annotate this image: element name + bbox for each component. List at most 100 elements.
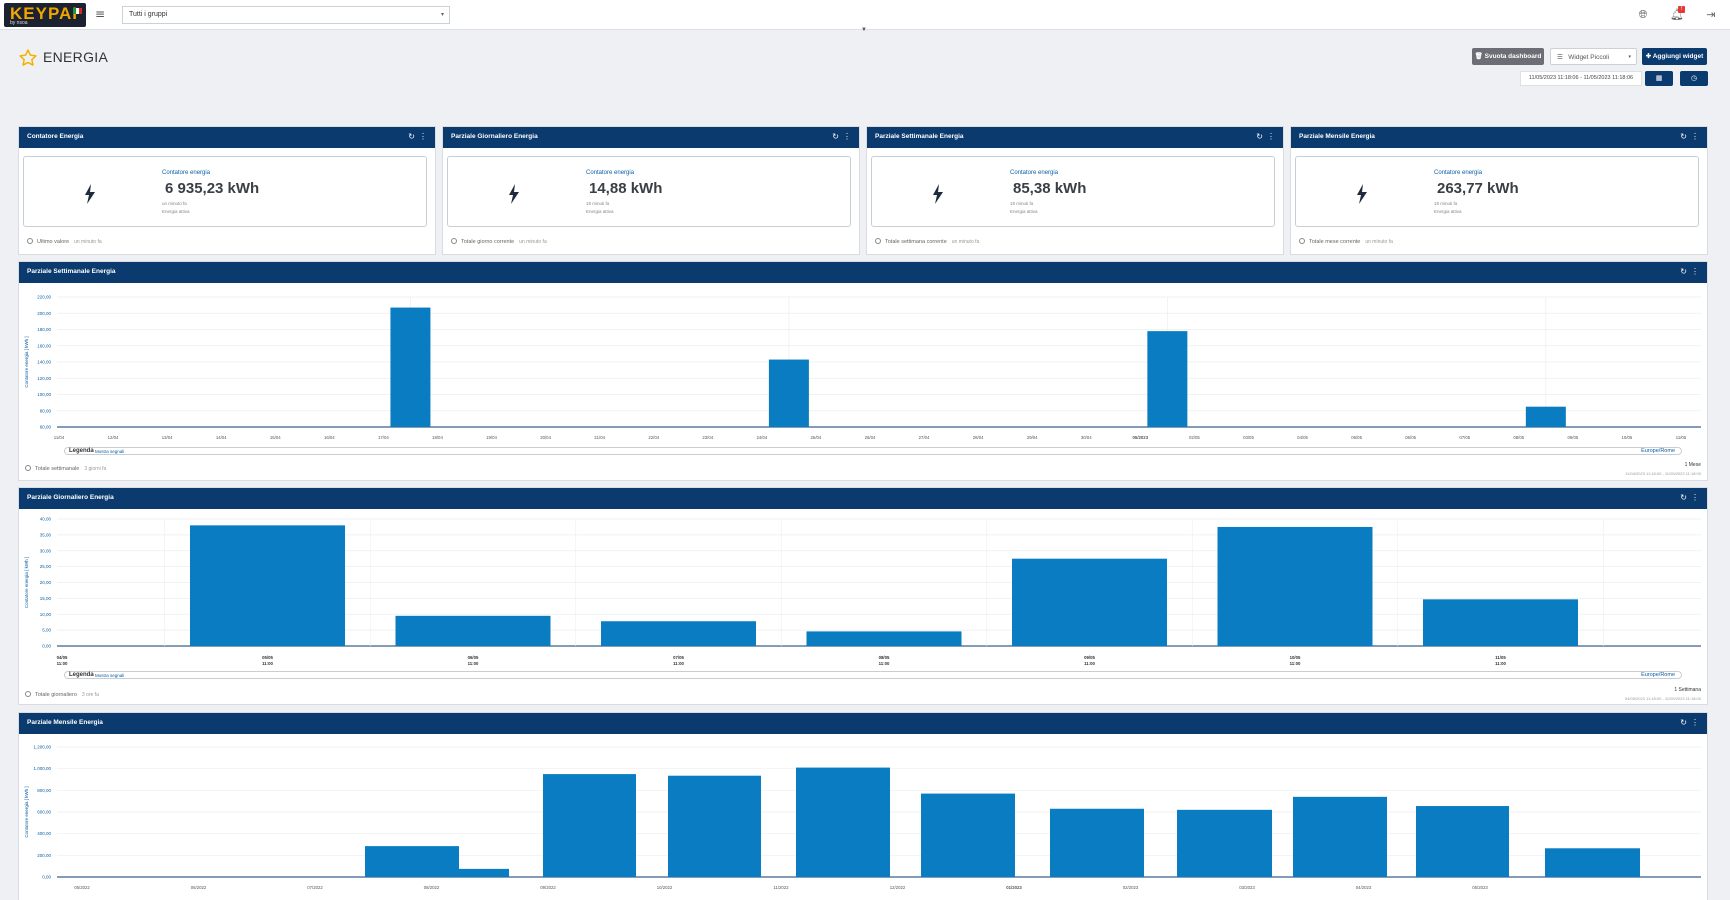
globe-icon[interactable]: 🌐︎ xyxy=(1638,8,1648,21)
x-tick-label: 23/04 xyxy=(702,435,713,440)
y-tick-label: 220,00 xyxy=(37,295,51,300)
group-select[interactable]: Tutti i gruppi ▾ xyxy=(122,6,450,24)
more-vertical-icon[interactable]: ⋮ xyxy=(1691,132,1699,141)
y-axis-label: Contatore energia [ kWh ] xyxy=(24,557,29,608)
x-tick-label: 03/05 xyxy=(1243,435,1254,440)
refresh-icon[interactable]: ↻ xyxy=(1256,132,1263,141)
monthly-bar-chart: 1.200,00 1.000,00 800,00 600,00 400,00 200,00… xyxy=(24,745,1701,890)
logout-icon[interactable]: ⇥ xyxy=(1706,8,1716,21)
x-tick-label: 11/2022 xyxy=(773,885,789,890)
y-tick-label: 30,00 xyxy=(40,548,52,553)
daily-bar-chart: 40,00 35,00 30,00 25,00 20,00 15,00 10,00 5,00 0… xyxy=(24,517,1701,666)
clock-icon xyxy=(451,238,457,244)
favorite-star-icon[interactable] xyxy=(18,48,38,68)
x-tick-label: 25/04 xyxy=(811,435,822,440)
kpi-box: Contatore energia 14,88 kWh 18 minuti fa… xyxy=(447,156,851,227)
refresh-icon[interactable]: ↻ xyxy=(1680,493,1687,502)
widget-title: Parziale Giornaliero Energia xyxy=(451,133,538,140)
x-tick-label: 22/04 xyxy=(648,435,659,440)
x-tick-label: 11/05 11:00 xyxy=(1495,655,1506,666)
x-tick-label: 12/04 xyxy=(108,435,119,440)
chart-legend[interactable]: Legenda Mostra segnali Europe/Rome xyxy=(64,447,1682,455)
y-tick-label: 0,00 xyxy=(42,875,51,880)
refresh-icon[interactable]: ↻ xyxy=(1680,718,1687,727)
x-tick-label: 04/05 xyxy=(1297,435,1308,440)
kpi-value: 14,88 kWh xyxy=(589,180,663,197)
kpi-value: 6 935,23 kWh xyxy=(165,180,260,197)
widget-footer: Totale giorno corrente un minuto fa xyxy=(451,238,547,245)
bar xyxy=(921,793,1015,877)
bar xyxy=(459,868,509,877)
bar xyxy=(1423,599,1578,646)
more-vertical-icon[interactable]: ⋮ xyxy=(1691,718,1699,727)
lightning-icon xyxy=(85,184,95,204)
x-tick-label-line: 11:00 xyxy=(468,661,479,666)
hamburger-menu-icon[interactable]: ≡ xyxy=(94,7,106,21)
x-tick-label: 27/04 xyxy=(919,435,930,440)
x-tick-label: 06/05 xyxy=(1405,435,1416,440)
more-vertical-icon[interactable]: ⋮ xyxy=(419,132,427,141)
y-tick-label: 100,00 xyxy=(37,392,51,397)
x-tick-label: 10/05 xyxy=(1622,435,1633,440)
calendar-button[interactable]: ▦ xyxy=(1645,71,1673,86)
kpi-label: Contatore energia xyxy=(586,170,635,176)
x-tick-label: 09/05 xyxy=(1567,435,1578,440)
y-tick-label: 600,00 xyxy=(37,810,51,815)
lightning-icon xyxy=(933,184,943,204)
x-tick-label: 04/05 11:00 xyxy=(57,655,68,666)
refresh-icon[interactable]: ↻ xyxy=(408,132,415,141)
x-tick-label: 07/2022 xyxy=(307,885,323,890)
keypai-logo[interactable]: KEYPAI by nsoa xyxy=(4,3,86,27)
x-tick-label-line: 10/05 xyxy=(1290,655,1301,660)
footer-label: Totale mese corrente xyxy=(1309,239,1361,245)
y-axis-label: Contatore energia [ kWh ] xyxy=(24,786,29,837)
refresh-icon[interactable]: ↻ xyxy=(1680,132,1687,141)
x-tick-label: 07/05 xyxy=(1459,435,1470,440)
x-tick-label: 05/05 xyxy=(1351,435,1362,440)
group-select-value: Tutti i gruppi xyxy=(129,11,168,18)
y-axis-label: Contatore energia [ kWh ] xyxy=(24,336,29,387)
more-vertical-icon[interactable]: ⋮ xyxy=(1267,132,1275,141)
kpi-label: Contatore energia xyxy=(162,170,211,176)
kpi-widget-monthly-energy: Parziale Mensile Energia ↻ ⋮ Contatore ene… xyxy=(1290,126,1708,255)
collapse-arrow-icon[interactable]: ▼ xyxy=(861,27,867,33)
chart-legend[interactable]: Legenda Mostra segnali Europe/Rome xyxy=(64,671,1682,679)
widget-title: Parziale Settimanale Energia xyxy=(27,268,116,275)
x-tick-label: 01/2023 xyxy=(1006,885,1022,890)
more-vertical-icon[interactable]: ⋮ xyxy=(1691,493,1699,502)
weekly-bar-chart: 220,00 200,00 180,00 160,00 140,00 120,00 100,… xyxy=(24,295,1701,440)
add-widget-button[interactable]: ✚ Aggiungi widget xyxy=(1642,48,1707,65)
clock-button[interactable]: ◷ xyxy=(1680,71,1708,86)
x-tick-label-line: 07/05 xyxy=(673,655,684,660)
refresh-icon[interactable]: ↻ xyxy=(1680,267,1687,276)
chart-widget-monthly: Parziale Mensile Energia ↻ ⋮ 1.200,00 1.000… xyxy=(18,712,1708,900)
x-tick-label: 08/2022 xyxy=(424,885,440,890)
widget-title: Contatore Energia xyxy=(27,133,84,140)
x-tick-label: 15/04 xyxy=(270,435,281,440)
more-vertical-icon[interactable]: ⋮ xyxy=(843,132,851,141)
x-tick-label: 08/05 xyxy=(1513,435,1524,440)
x-tick-label: 02/2023 xyxy=(1123,885,1139,890)
bar xyxy=(796,767,890,877)
more-vertical-icon[interactable]: ⋮ xyxy=(1691,267,1699,276)
clear-dashboard-button[interactable]: 🗑︎ Svuota dashboard xyxy=(1472,48,1544,65)
x-tick-label: 05/2023 xyxy=(1133,435,1149,440)
y-tick-label: 5,00 xyxy=(42,628,51,633)
y-tick-label: 200,00 xyxy=(37,311,51,316)
widget-footer: Totale settimanale 3 giorni fa xyxy=(25,465,106,472)
date-range-field[interactable]: 11/05/2023 11:18:06 - 11/05/2023 11:18:0… xyxy=(1520,71,1642,86)
refresh-icon[interactable]: ↻ xyxy=(832,132,839,141)
widget-size-select[interactable]: ☰ Widget Piccoli ▾ xyxy=(1550,48,1637,65)
x-tick-label: 03/2023 xyxy=(1239,885,1255,890)
x-tick-label: 06/2022 xyxy=(191,885,207,890)
footer-label: Ultimo valore xyxy=(37,239,70,245)
x-tick-label: 09/05 11:00 xyxy=(1084,655,1095,666)
x-tick-label: 08/05 11:00 xyxy=(879,655,890,666)
bell-icon[interactable]: 🔔︎! xyxy=(1670,6,1685,21)
kpi-type: Energia attiva xyxy=(1010,209,1038,214)
x-tick-label-line: 05/05 xyxy=(262,655,273,660)
bar xyxy=(365,846,459,877)
y-tick-label: 200,00 xyxy=(37,853,51,858)
x-tick-label: 10/05 11:00 xyxy=(1290,655,1301,666)
x-tick-label: 07/05 11:00 xyxy=(673,655,684,666)
